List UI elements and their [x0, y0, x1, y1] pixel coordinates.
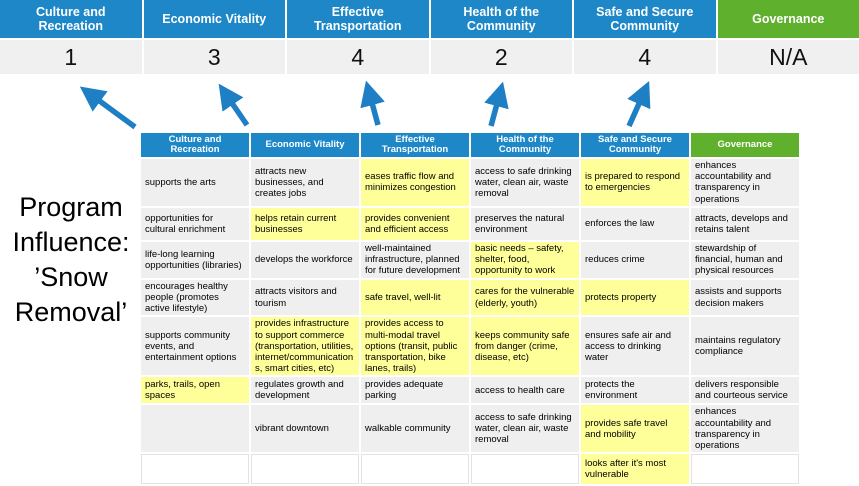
matrix-cell: preserves the natural environment: [471, 208, 579, 240]
matrix-cell-empty: [251, 454, 359, 484]
matrix-cell: supports the arts: [141, 159, 249, 206]
matrix-cell: vibrant downtown: [251, 405, 359, 452]
matrix-cell: ensures safe air and access to drinking …: [581, 317, 689, 375]
arrow-health-icon: [491, 89, 501, 126]
matrix-cell-empty: [471, 454, 579, 484]
matrix-cell: delivers responsible and courteous servi…: [691, 377, 799, 403]
arrow-culture-icon: [86, 91, 135, 127]
matrix-cell: keeps community safe from danger (crime,…: [471, 317, 579, 375]
arrow-safe-icon: [629, 88, 646, 126]
pillar-header: Safe and Secure Community: [574, 0, 716, 38]
matrix-cell: cares for the vulnerable (elderly, youth…: [471, 280, 579, 316]
pillar-header: Governance: [718, 0, 859, 38]
matrix-header-cell: Governance: [691, 133, 799, 157]
pillar-header: Effective Transportation: [287, 0, 429, 38]
matrix-cell: maintains regulatory compliance: [691, 317, 799, 375]
program-label-line: Removal’: [0, 295, 142, 330]
matrix-header-cell: Health of the Community: [471, 133, 579, 157]
matrix-header-cell: Culture and Recreation: [141, 133, 249, 157]
matrix-cell: access to health care: [471, 377, 579, 403]
pillar-score: 4: [287, 40, 429, 74]
matrix-cell: is prepared to respond to emergencies: [581, 159, 689, 206]
matrix-cell: assists and supports decision makers: [691, 280, 799, 316]
pillar-header: Culture and Recreation: [0, 0, 142, 38]
matrix-cell: protects the environment: [581, 377, 689, 403]
matrix-row: encourages healthy people (promotes acti…: [141, 280, 799, 316]
matrix-header-cell: Effective Transportation: [361, 133, 469, 157]
pillar-score: 1: [0, 40, 142, 74]
matrix-cell: enhances accountability and transparency…: [691, 405, 799, 452]
matrix-cell: attracts new businesses, and creates job…: [251, 159, 359, 206]
matrix-cell: regulates growth and development: [251, 377, 359, 403]
pillar-score: 3: [144, 40, 286, 74]
matrix-cell: reduces crime: [581, 242, 689, 278]
program-label-line: ’Snow: [0, 260, 142, 295]
matrix-cell: access to safe drinking water, clean air…: [471, 405, 579, 452]
matrix-cell: provides access to multi-modal travel op…: [361, 317, 469, 375]
matrix-cell-empty: [141, 405, 249, 452]
pillar-score: 4: [574, 40, 716, 74]
matrix-cell: eases traffic flow and minimizes congest…: [361, 159, 469, 206]
matrix-row: life-long learning opportunities (librar…: [141, 242, 799, 278]
matrix-cell: provides infrastructure to support comme…: [251, 317, 359, 375]
matrix-cell: protects property: [581, 280, 689, 316]
pillar-score: 2: [431, 40, 573, 74]
matrix-cell-empty: [691, 454, 799, 484]
program-influence-label: Program Influence: ’Snow Removal’: [0, 190, 142, 330]
matrix-cell: access to safe drinking water, clean air…: [471, 159, 579, 206]
matrix-cell: attracts, develops and retains talent: [691, 208, 799, 240]
matrix-cell: enforces the law: [581, 208, 689, 240]
program-label-line: Program: [0, 190, 142, 225]
arrow-economic-icon: [223, 90, 247, 125]
matrix-cell: opportunities for cultural enrichment: [141, 208, 249, 240]
pillar-score: N/A: [718, 40, 859, 74]
matrix-cell: walkable community: [361, 405, 469, 452]
matrix-cell: life-long learning opportunities (librar…: [141, 242, 249, 278]
pillar-header: Health of the Community: [431, 0, 573, 38]
matrix-cell: provides adequate parking: [361, 377, 469, 403]
matrix-cell-empty: [141, 454, 249, 484]
matrix-cell: well-maintained infrastructure, planned …: [361, 242, 469, 278]
influence-arrows: [0, 74, 859, 131]
program-label-line: Influence:: [0, 225, 142, 260]
matrix-cell: supports community events, and entertain…: [141, 317, 249, 375]
matrix-cell: provides convenient and efficient access: [361, 208, 469, 240]
matrix-cell: encourages healthy people (promotes acti…: [141, 280, 249, 316]
matrix-row: supports community events, and entertain…: [141, 317, 799, 375]
matrix-cell: stewardship of financial, human and phys…: [691, 242, 799, 278]
matrix-cell: looks after it's most vulnerable: [581, 454, 689, 484]
arrow-transportation-icon: [368, 88, 378, 125]
arrow-up-icon: [0, 74, 859, 131]
matrix-cell: attracts visitors and tourism: [251, 280, 359, 316]
matrix-cell: parks, trails, open spaces: [141, 377, 249, 403]
matrix-cell: basic needs – safety, shelter, food, opp…: [471, 242, 579, 278]
pillar-header: Economic Vitality: [144, 0, 286, 38]
matrix-cell: enhances accountability and transparency…: [691, 159, 799, 206]
matrix-header-cell: Economic Vitality: [251, 133, 359, 157]
matrix-cell-empty: [361, 454, 469, 484]
matrix-header-cell: Safe and Secure Community: [581, 133, 689, 157]
matrix-cell: develops the workforce: [251, 242, 359, 278]
matrix-cell: provides safe travel and mobility: [581, 405, 689, 452]
matrix-row: looks after it's most vulnerable: [141, 454, 799, 484]
matrix-cell: safe travel, well-lit: [361, 280, 469, 316]
matrix-cell: helps retain current businesses: [251, 208, 359, 240]
